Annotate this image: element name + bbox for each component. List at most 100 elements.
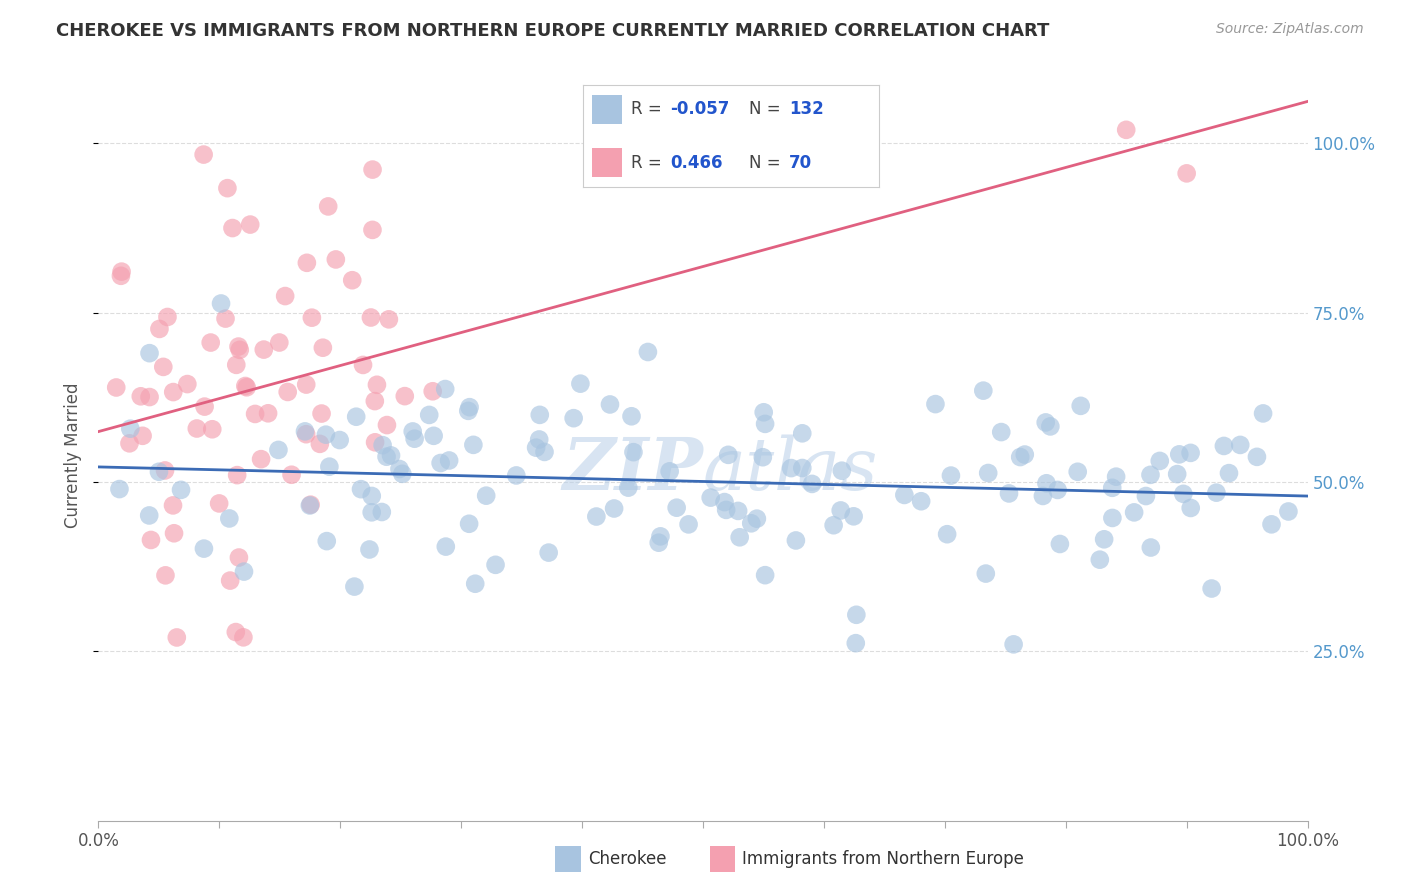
- Point: [228, 550, 250, 565]
- Point: [650, 529, 672, 543]
- Point: [350, 482, 373, 496]
- Point: [1277, 504, 1299, 518]
- Point: [318, 459, 340, 474]
- Point: [524, 441, 547, 455]
- Text: R =: R =: [631, 101, 666, 119]
- Point: [217, 181, 239, 195]
- Point: [714, 503, 737, 517]
- Point: [193, 541, 215, 556]
- Point: [131, 429, 153, 443]
- Point: [274, 289, 297, 303]
- Point: [1115, 123, 1137, 137]
- Point: [648, 535, 671, 549]
- Point: [239, 218, 262, 232]
- Bar: [592, 148, 621, 177]
- Point: [1010, 450, 1032, 464]
- Point: [754, 568, 776, 582]
- Point: [152, 359, 174, 374]
- Point: [457, 404, 479, 418]
- Point: [842, 509, 865, 524]
- Point: [422, 384, 444, 399]
- Point: [375, 418, 398, 433]
- Point: [1049, 537, 1071, 551]
- Point: [845, 607, 868, 622]
- Point: [893, 488, 915, 502]
- Point: [1205, 485, 1227, 500]
- Point: [218, 511, 240, 525]
- Point: [294, 425, 316, 439]
- Point: [754, 417, 776, 431]
- Point: [1035, 476, 1057, 491]
- Point: [823, 518, 845, 533]
- Point: [562, 411, 585, 425]
- Point: [380, 449, 402, 463]
- Point: [235, 380, 257, 394]
- Point: [253, 343, 276, 357]
- Point: [801, 477, 824, 491]
- Point: [785, 533, 807, 548]
- Point: [193, 147, 215, 161]
- Point: [225, 358, 247, 372]
- Point: [364, 435, 387, 450]
- Point: [1032, 489, 1054, 503]
- Point: [437, 453, 460, 467]
- Point: [998, 486, 1021, 500]
- Point: [727, 504, 749, 518]
- Text: ZIP: ZIP: [562, 434, 703, 505]
- Point: [360, 505, 382, 519]
- Point: [1101, 511, 1123, 525]
- Point: [295, 377, 318, 392]
- Point: [120, 422, 142, 436]
- Point: [658, 464, 681, 478]
- Point: [458, 400, 481, 414]
- Point: [1140, 541, 1163, 555]
- Point: [1212, 439, 1234, 453]
- Point: [226, 468, 249, 483]
- Point: [475, 489, 498, 503]
- Point: [232, 631, 254, 645]
- Point: [277, 384, 299, 399]
- Point: [280, 467, 302, 482]
- Point: [375, 450, 398, 464]
- Point: [378, 312, 401, 326]
- Point: [1149, 454, 1171, 468]
- Point: [229, 343, 252, 357]
- Bar: [592, 95, 621, 124]
- Point: [148, 322, 170, 336]
- Point: [1046, 483, 1069, 497]
- Point: [484, 558, 506, 572]
- Y-axis label: Currently Married: Currently Married: [65, 382, 83, 528]
- Point: [219, 574, 242, 588]
- Point: [138, 346, 160, 360]
- Point: [295, 256, 318, 270]
- Point: [1105, 469, 1128, 483]
- Point: [665, 500, 688, 515]
- Text: 132: 132: [789, 101, 824, 119]
- Point: [972, 384, 994, 398]
- Point: [118, 436, 141, 450]
- Point: [1014, 448, 1036, 462]
- Point: [1180, 446, 1202, 460]
- Point: [1002, 637, 1025, 651]
- Point: [752, 405, 775, 419]
- Text: N =: N =: [749, 101, 786, 119]
- Point: [391, 467, 413, 481]
- Point: [148, 465, 170, 479]
- Point: [308, 437, 330, 451]
- Point: [990, 425, 1012, 439]
- Point: [364, 394, 387, 409]
- Point: [257, 406, 280, 420]
- Point: [108, 482, 131, 496]
- Point: [977, 466, 1000, 480]
- Point: [831, 464, 853, 478]
- Point: [434, 540, 457, 554]
- Point: [243, 407, 266, 421]
- Point: [623, 445, 645, 459]
- Point: [429, 456, 451, 470]
- Point: [752, 450, 775, 465]
- Point: [617, 481, 640, 495]
- Point: [201, 422, 224, 436]
- Point: [505, 468, 527, 483]
- Point: [910, 494, 932, 508]
- Point: [344, 409, 367, 424]
